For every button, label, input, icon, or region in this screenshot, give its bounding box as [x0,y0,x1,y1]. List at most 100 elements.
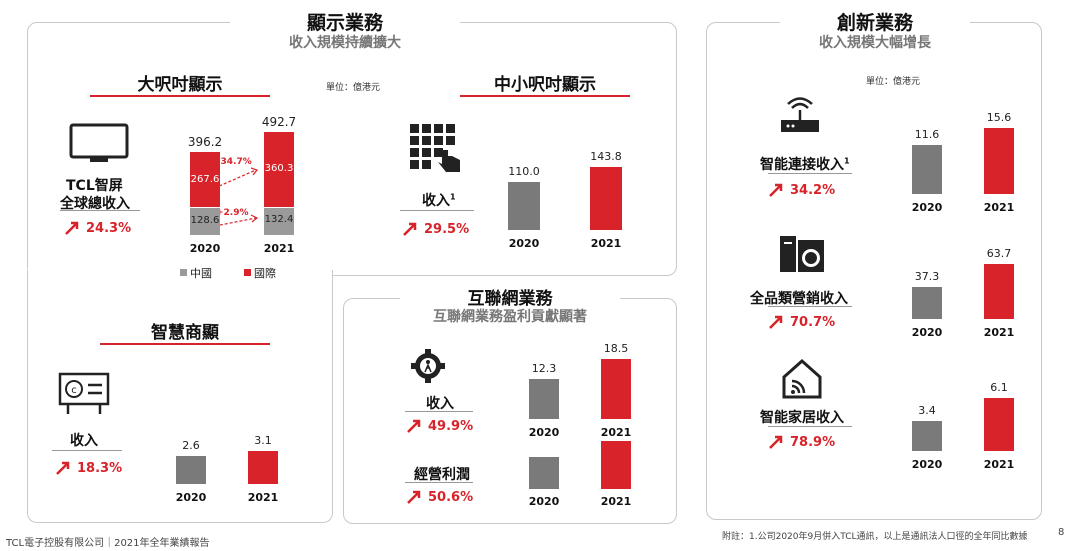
large-label-line2: 全球總收入 [60,196,130,212]
appliance-chart-bar-2020 [912,286,942,319]
large-display-chart-value-china-2021: 132.4 [264,214,294,226]
commercial-heading: 智慧商顯 [151,323,219,343]
tv-icon [69,123,129,162]
large-display-chart-year-2020: 2020 [189,242,221,255]
home-chart-year-2020: 2020 [911,458,943,471]
growth-arrow-icon [56,461,70,475]
unit-label: 單位：億港元 [326,83,381,93]
home-chart-bar-2020 [912,421,942,451]
large-display-chart-total-2020: 396.2 [187,134,223,149]
connect-chart-value-2020: 11.6 [914,127,940,141]
innovation-title: 創新業務 [836,12,913,34]
footer-company: TCL電子控股有限公司｜2021年全年業績報告 [6,538,210,549]
large-display-chart-bar-china-2020 [190,208,220,235]
appliance-chart-year-2020: 2020 [911,326,943,339]
gear-person-icon [411,349,445,383]
growth-arrow-icon [769,315,783,329]
commercial-chart-year-2021: 2021 [247,491,279,504]
commercial-chart-value-2020: 2.6 [182,439,200,453]
internet-revenue-chart-bar-2020 [529,379,559,419]
internet-profit-growth: 50.6% [428,490,474,505]
commercial-chart-value-2021: 3.1 [254,434,272,447]
commercial-heading-underline [100,343,270,345]
commercial-display-icon: c [58,372,110,414]
home-chart-bar-2021 [984,398,1014,451]
internet-revenue-chart-year-2021: 2021 [600,426,632,439]
profit-bar-2021 [601,441,631,489]
legend-intl-swatch [244,269,251,276]
svg-text:c: c [71,385,77,396]
connect-label: 智能連接收入1 [760,156,850,173]
small-display-heading: 中小呎吋顯示 [494,75,596,95]
small-display-chart-bar-2021 [590,167,622,230]
footer-note: 附註：1.公司2020年9月併入TCL通訊，以上是通訊法人口徑的全年同比數據 [722,532,1028,542]
growth-arrow-icon [403,222,417,236]
profit-year-2020: 2020 [528,495,560,508]
legend-china: 中國 [190,267,212,280]
internet-subtitle: 互聯網業務盈利貢獻顯著 [433,309,587,325]
internet-revenue-growth: 49.9% [428,419,474,434]
smart-home-icon [782,358,822,399]
connect-growth: 34.2% [790,183,836,198]
home-growth: 78.9% [790,435,836,450]
appliance-chart-value-2020: 37.3 [914,269,940,283]
page-number: 8 [1058,527,1065,538]
internet-revenue-chart-bar-2021 [601,359,631,419]
growth-arrow-icon [769,183,783,197]
growth-arrow-icon [407,490,421,504]
commercial-chart-year-2020: 2020 [175,491,207,504]
connect-chart-value-2021: 15.6 [986,111,1012,124]
china-growth: +2.9% [216,208,249,218]
large-display-chart-value-intl-2020: 267.6 [190,173,220,185]
appliance-icon [780,236,824,272]
display-subtitle: 收入規模持續擴大 [289,35,401,51]
appliance-growth: 70.7% [790,315,836,330]
internet-revenue-label: 收入 [426,396,454,412]
connect-chart-year-2020: 2020 [911,201,943,214]
large-label-line1: TCL智屏 [66,178,123,194]
large-display-chart-value-intl-2021: 360.3 [264,163,294,175]
internet-revenue-chart-value-2021: 18.5 [603,342,629,355]
internet-title: 互聯網業務 [467,289,553,309]
legend-china-swatch [180,269,187,276]
commercial-growth: 18.3% [77,461,123,476]
appliance-chart-value-2021: 63.7 [986,247,1012,260]
home-chart-value-2020: 3.4 [918,404,936,418]
appliance-chart-year-2021: 2021 [983,326,1015,339]
large-display-chart-value-china-2020: 128.6 [190,214,220,226]
small-label: 收入1 [422,192,456,209]
growth-arrow-icon [65,221,79,235]
growth-arrow-icon [407,419,421,433]
innovation-unit: 單位：億港元 [866,77,921,87]
appliance-chart-bar-2021 [984,264,1014,319]
internet-revenue-chart-year-2020: 2020 [528,426,560,439]
connect-chart-bar-2021 [984,128,1014,194]
intl-growth: +34.7% [213,157,252,167]
commercial-label: 收入 [70,433,98,449]
small-display-chart-value-2020: 110.0 [508,164,540,178]
connect-chart-year-2021: 2021 [983,201,1015,214]
connect-chart-bar-2020 [912,144,942,194]
small-display-chart-bar-2020 [508,181,540,230]
innovation-subtitle: 收入規模大幅增長 [819,35,931,51]
grid-touch-icon [410,124,460,172]
profit-year-2021: 2021 [600,495,632,508]
commercial-chart-bar-2021 [248,451,278,484]
home-chart-year-2021: 2021 [983,458,1015,471]
appliance-label: 全品類營銷收入 [750,291,848,307]
commercial-chart-bar-2020 [176,456,206,484]
small-display-chart-year-2020: 2020 [508,237,540,250]
small-growth: 29.5% [424,222,470,237]
large-display-chart-year-2021: 2021 [263,242,295,255]
display-panel [27,22,677,276]
large-display-chart-bar-intl-2020 [190,151,220,208]
small-display-chart-value-2021: 143.8 [590,150,622,163]
large-heading-underline [90,95,270,97]
large-display-chart-bar-intl-2021 [264,132,294,207]
small-heading-underline [460,95,630,97]
small-display-chart-year-2021: 2021 [590,237,622,250]
display-title: 顯示業務 [306,12,383,34]
large-display-chart-bar-china-2021 [264,207,294,235]
large-growth: 24.3% [86,221,132,236]
internet-profit-label: 經營利潤 [414,467,470,483]
